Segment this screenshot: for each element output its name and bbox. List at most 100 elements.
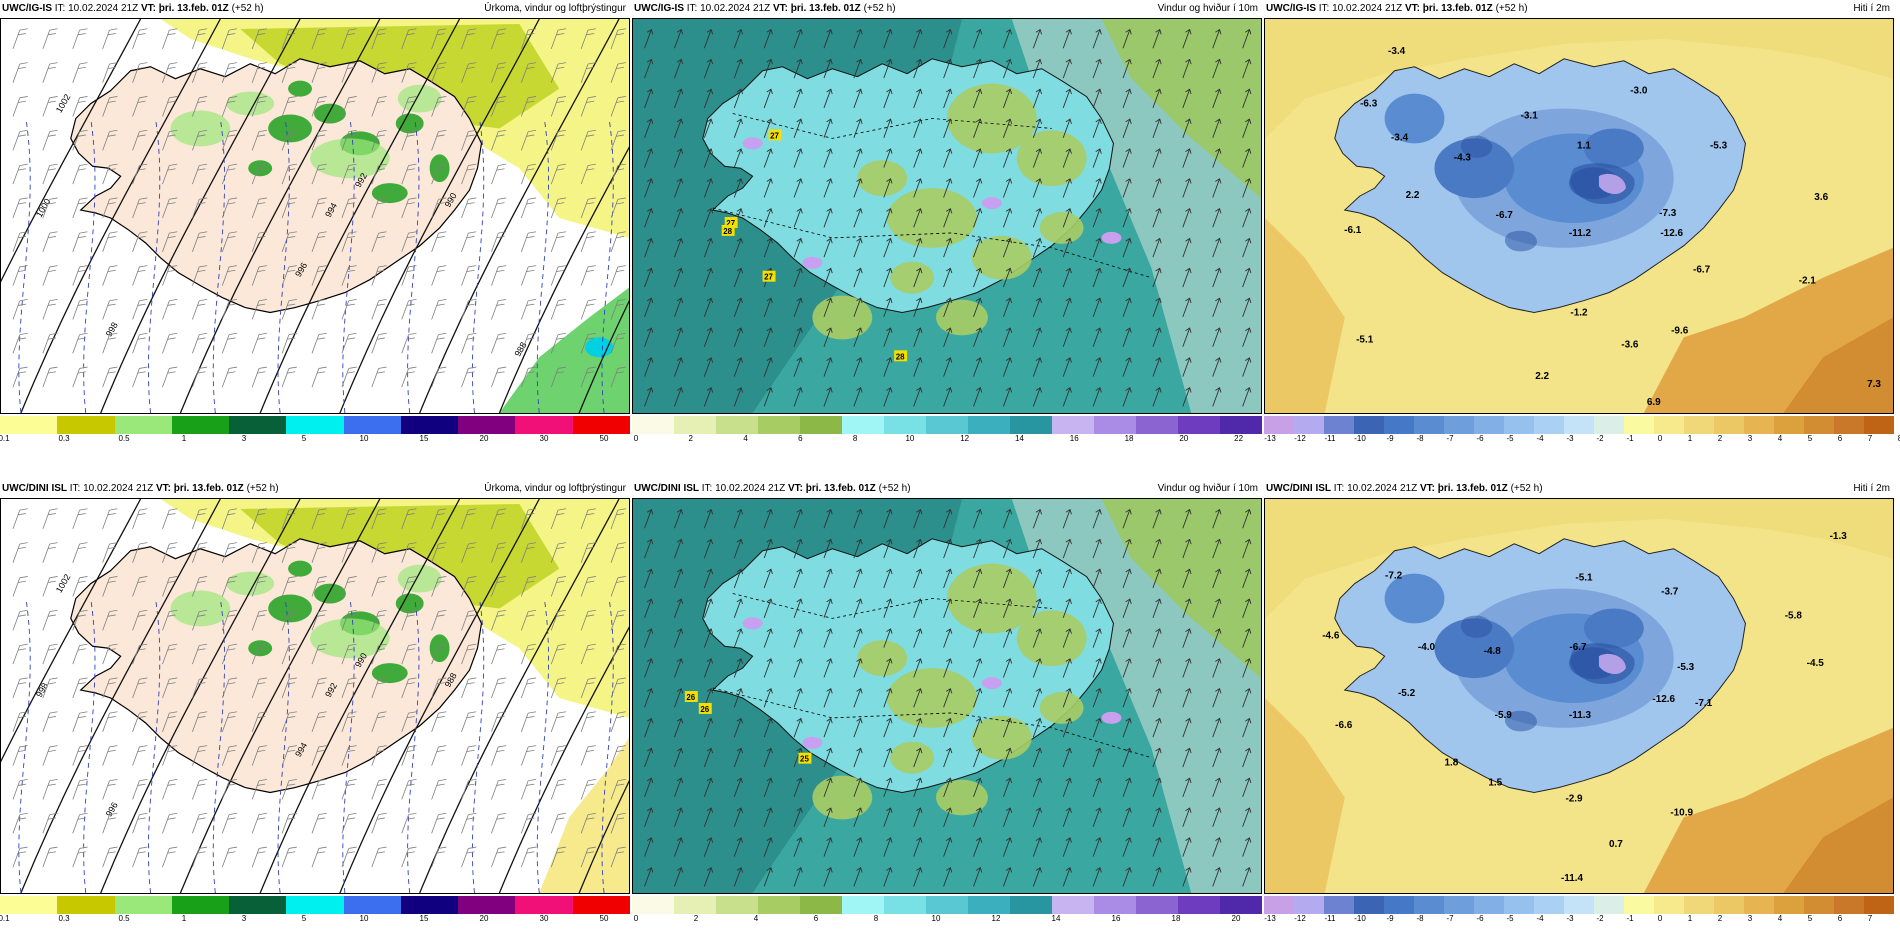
colorbar-segment [343,416,401,434]
wind-barb [251,96,268,117]
wind-arrow [793,28,803,49]
wind-barb [341,643,357,665]
wind-arrow [793,387,803,407]
wind-arrow [1032,148,1042,168]
wind-arrow [763,58,773,79]
temp-label: -11.3 [1569,710,1592,721]
wind-arrow [763,658,773,678]
colorbar-segment [1324,416,1354,434]
wind-barb [371,508,387,529]
colorbar-segment [515,896,573,914]
vt-label: VT: [140,3,156,14]
wind-arrow [1032,598,1042,618]
wind-arrow [644,717,654,738]
wind-barb [341,542,357,563]
colorbar-segment [1654,416,1684,434]
wind-arrow [883,568,893,589]
wind-barb [12,846,28,868]
colorbar-segment [1444,896,1474,914]
colorbar-tick-label: 20 [1179,434,1189,443]
it-value: 10.02.2024 21Z [83,483,154,494]
precip-cell [395,113,424,134]
wind-barb [401,96,417,117]
wind-barb [431,332,447,354]
wind-arrow [1182,807,1192,827]
wind-arrow [1152,207,1162,228]
wind-arrow [1032,297,1042,318]
wind-barb [72,163,88,185]
wind-barb [491,197,507,219]
wind-arrow [793,357,803,377]
wind-barb [431,62,447,83]
colorbar-segment [758,416,800,434]
temp-label: -3.7 [1661,587,1679,598]
precip-cell [314,583,346,604]
temp-isotherm [601,598,614,893]
wind-barb [491,299,507,320]
vt-value: þri. 13.feb. 01Z [1422,3,1493,14]
colorbar-tick-label: 6 [813,914,819,923]
wind-arrow [1122,747,1132,768]
wind-barb [192,96,208,117]
it-label: IT: [69,483,81,494]
vt-value: þri. 13.feb. 01Z [173,483,244,494]
wind-barb [132,62,148,83]
wind-arrow [943,508,953,529]
wind-barb [311,812,327,834]
wind-arrow [973,88,983,109]
wind-arrow [1002,538,1013,559]
wind-arrow [823,387,833,407]
wind-barb [550,129,567,151]
wind-arrow [913,538,923,559]
wind-arrow [1092,327,1102,347]
colorbar-tick-label: -7 [1446,914,1454,923]
gust-label: 27 [764,273,773,282]
temp-label: 3.6 [1814,192,1828,203]
wind-arrow [1032,357,1042,377]
colorbar-tick-label: 2 [693,914,699,923]
wind-barb [311,265,327,286]
colorbar-tick-label: 2 [1717,914,1723,923]
colorbar-tick-label: 15 [419,434,429,443]
wind-arrow [853,207,863,228]
colorbar-segment [1804,416,1834,434]
wind-arrow [1092,807,1102,827]
colorbar-segment [1324,896,1354,914]
wind-barb [251,643,268,665]
wind-barb [520,576,537,597]
wind-barb [72,779,88,800]
wind-barb [42,231,58,252]
wind-barb [72,643,88,665]
wind-arrow [1122,357,1132,377]
it-label: IT: [1318,3,1330,14]
wind-barb [162,96,178,117]
wind-arrow [644,538,654,559]
wind-arrow [1062,687,1072,708]
wind-arrow [883,237,893,258]
gust-label-box [762,270,776,282]
wind-barb [72,231,88,252]
colorbar-segment [926,416,968,434]
wind-arrow [973,807,983,827]
wind-barb [550,332,567,354]
wind-arrow [1182,357,1192,377]
map-svg: -1.3 -7.2 -5.1 -3.7 -5.8 -4.6 -4.0 -4.8 -6.7 -5.3… [1265,499,1893,893]
temp-isotherm [212,118,226,413]
wind-barb [431,129,447,151]
wind-arrow [853,297,863,318]
wind-arrow [853,598,863,618]
wind-arrow [733,387,743,407]
temp-isotherm [536,598,549,893]
wind-barb [102,508,118,529]
wind-arrow [733,628,743,648]
wind-barb [401,231,417,252]
isobar-line [498,146,629,413]
colorbar-tick-label: 15 [419,914,429,923]
panel-title: Hiti í 2m [1853,3,1890,14]
wind-area-calm [1016,610,1087,667]
temp-label: -1.2 [1570,308,1588,319]
colorbar-tick-label: 18 [1171,914,1181,923]
wind-arrow [1122,807,1132,827]
colorbar-tick-label: 20 [479,914,489,923]
wind-arrow [853,747,863,768]
